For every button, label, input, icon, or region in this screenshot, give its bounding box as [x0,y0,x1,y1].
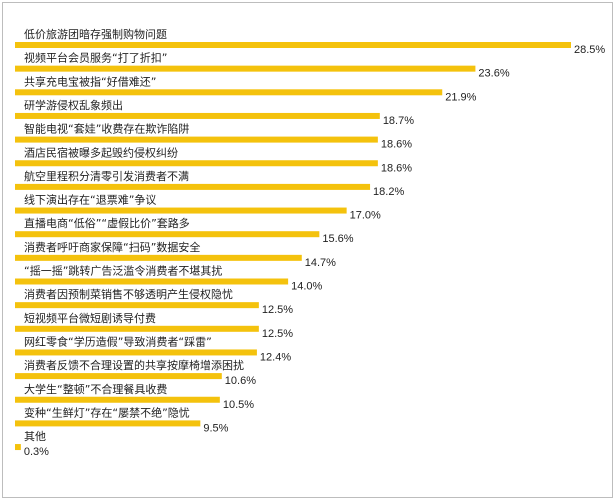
bar [15,65,476,72]
value-label: 21.9% [445,91,476,103]
bar [15,136,378,143]
bar [15,349,257,356]
category-label: 变种“生鲜灯”存在“屡禁不绝”隐忧 [24,405,190,419]
value-label: 0.3% [24,446,49,458]
bar-chart: 低价旅游团暗存强制购物问题 28.5% 视频平台会员服务“打了折扣” 23.6% 共享充… [15,27,605,458]
category-label: 消费者因预制菜销售不够透明产生侵权隐忧 [24,287,233,301]
bar [15,396,220,403]
value-label: 17.0% [350,210,381,222]
value-label: 12.4% [260,351,291,363]
category-label: 消费者反馈不合理设置的共享按摩椅增添困扰 [24,358,244,372]
category-label: 短视频平台微短剧诱导付费 [24,311,156,325]
value-label: 10.6% [225,375,256,387]
category-label: 智能电视“套娃”收费存在欺诈陷阱 [24,122,189,136]
category-label: 线下演出存在“退票难”争议 [24,193,156,207]
category-label: 消费者呼吁商家保障“扫码”数据安全 [24,240,200,254]
bar [15,444,21,451]
bar [15,302,259,309]
bar [15,160,378,167]
value-label: 14.0% [291,281,322,293]
value-label: 10.5% [223,399,254,411]
value-label: 12.5% [262,328,293,340]
value-label: 18.2% [373,186,404,198]
category-label: 直播电商“低俗”“虚假比价”套路多 [24,216,190,230]
value-label: 15.6% [322,233,353,245]
value-label: 9.5% [203,422,228,434]
bar [15,183,371,190]
value-label: 18.6% [381,139,412,151]
value-label: 18.6% [381,162,412,174]
bar [15,373,222,380]
category-label: 共享充电宝被指“好借难还” [24,74,156,88]
category-label: 网红零食“学历造假”导致消费者“踩雷” [24,334,212,348]
bar [15,42,571,48]
bar [15,420,201,427]
bar [15,207,347,214]
value-label: 28.5% [574,44,605,56]
category-label: 航空里程积分清零引发消费者不满 [24,169,189,183]
category-label: 酒店民宿被曝多起毁约侵权纠纷 [24,145,178,159]
value-label: 23.6% [478,68,509,80]
bar [15,278,289,285]
bar [15,254,302,261]
category-label: “摇一摇”跳转广告泛滥令消费者不堪其扰 [24,264,222,278]
bar [15,89,443,96]
category-label: 其他 [24,430,46,443]
category-label: 研学游侵权乱象频出 [24,98,123,112]
category-label: 大学生“整顿”不合理餐具收费 [24,382,167,396]
value-label: 14.7% [305,257,336,269]
bar [15,325,259,332]
value-label: 12.5% [262,304,293,316]
bar [15,112,380,119]
category-label: 低价旅游团暗存强制购物问题 [24,27,167,41]
value-label: 18.7% [383,115,414,127]
category-label: 视频平台会员服务“打了折扣” [24,51,167,65]
bar [15,231,320,238]
